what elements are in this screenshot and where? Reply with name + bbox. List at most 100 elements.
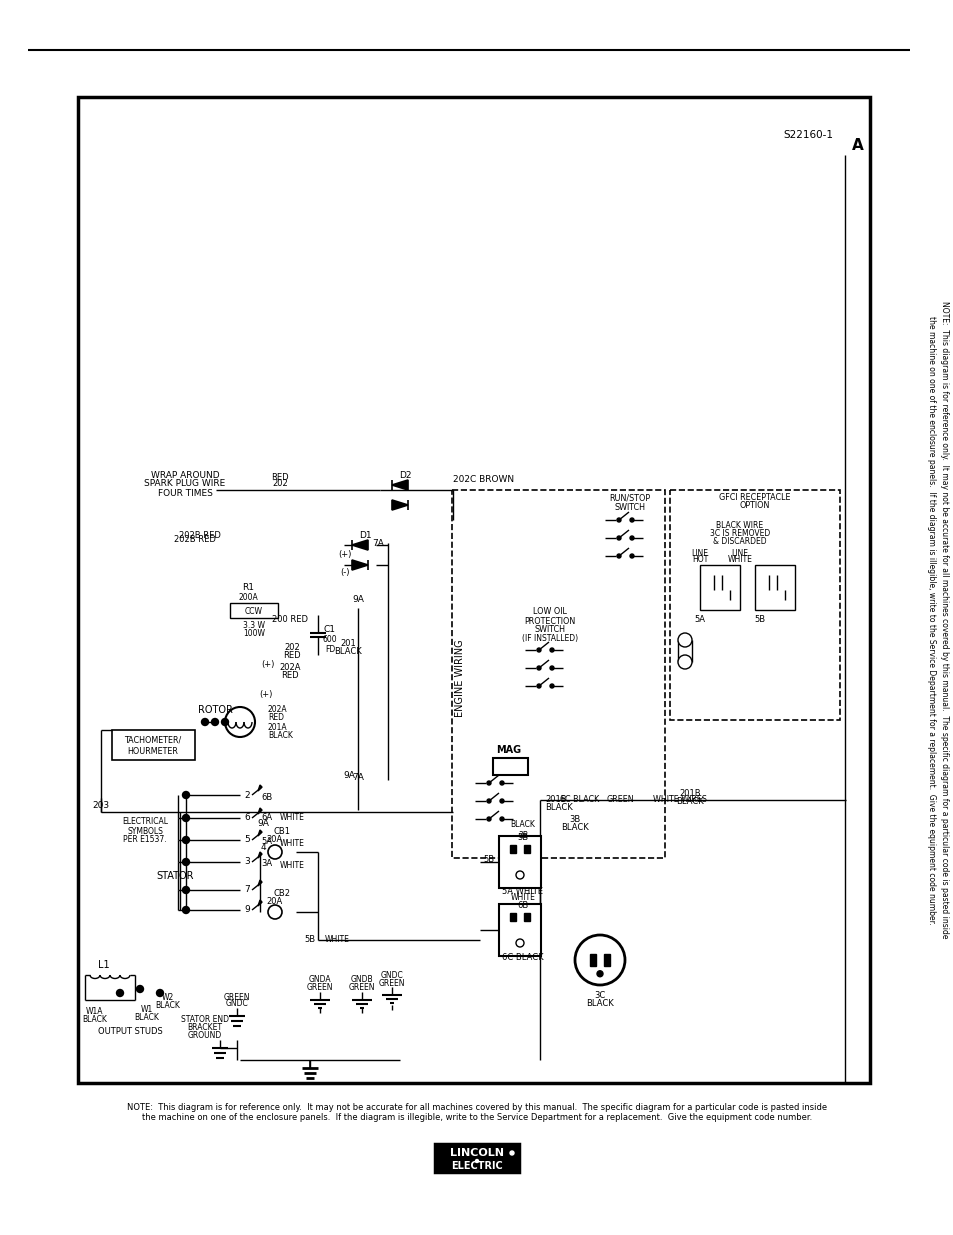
- Bar: [523, 845, 530, 853]
- Text: LINCOLN: LINCOLN: [450, 1149, 503, 1158]
- Text: BLACK: BLACK: [83, 1015, 108, 1025]
- Text: GROUND: GROUND: [188, 1031, 222, 1041]
- Text: 6C BLACK: 6C BLACK: [559, 795, 599, 804]
- Text: CB2: CB2: [274, 888, 291, 898]
- Circle shape: [617, 536, 620, 540]
- Circle shape: [212, 719, 218, 725]
- Text: & DISCARDED: & DISCARDED: [713, 537, 766, 547]
- Circle shape: [156, 989, 163, 997]
- Text: FOUR TIMES: FOUR TIMES: [157, 489, 213, 498]
- Text: CCW: CCW: [245, 606, 263, 615]
- Text: STATOR END: STATOR END: [181, 1015, 229, 1025]
- Text: 6: 6: [244, 814, 250, 823]
- Circle shape: [678, 655, 691, 669]
- Text: 202B RED: 202B RED: [173, 536, 215, 545]
- Circle shape: [617, 555, 620, 558]
- Text: 202A: 202A: [268, 705, 287, 715]
- Text: BLACK WIRE: BLACK WIRE: [716, 521, 762, 531]
- Text: BLACK: BLACK: [560, 824, 588, 832]
- Text: (+): (+): [259, 690, 273, 699]
- Circle shape: [499, 818, 503, 821]
- Text: WHITE: WHITE: [280, 814, 305, 823]
- Text: HOURMETER: HOURMETER: [128, 747, 178, 757]
- Text: WHITE: WHITE: [280, 861, 305, 869]
- Circle shape: [268, 845, 282, 860]
- Text: 9A: 9A: [352, 595, 363, 604]
- Text: 3C: 3C: [594, 990, 605, 999]
- Text: 5B: 5B: [304, 935, 315, 945]
- Text: 9A: 9A: [343, 772, 355, 781]
- Circle shape: [225, 706, 254, 737]
- Circle shape: [516, 939, 523, 947]
- Circle shape: [550, 684, 554, 688]
- Circle shape: [678, 634, 691, 647]
- Text: 3C IS REMOVED: 3C IS REMOVED: [709, 530, 769, 538]
- Polygon shape: [257, 900, 262, 906]
- Text: S22160-1: S22160-1: [782, 130, 832, 140]
- Text: 202: 202: [272, 479, 288, 489]
- Text: NOTE:  This diagram is for reference only.  It may not be accurate for all machi: NOTE: This diagram is for reference only…: [939, 301, 947, 939]
- Circle shape: [182, 815, 190, 821]
- Text: 3: 3: [244, 857, 250, 867]
- Text: (+): (+): [338, 551, 352, 559]
- Text: BLACK: BLACK: [334, 646, 361, 656]
- Circle shape: [182, 836, 190, 844]
- Circle shape: [550, 666, 554, 671]
- Bar: [669, 490, 840, 720]
- Bar: [435, 1144, 518, 1172]
- Bar: [498, 904, 540, 956]
- Text: 20A: 20A: [267, 898, 283, 906]
- Text: FD: FD: [325, 646, 335, 655]
- Text: (IF INSTALLED): (IF INSTALLED): [521, 635, 578, 643]
- Text: SPARK PLUG WIRE: SPARK PLUG WIRE: [144, 479, 226, 489]
- Text: MAG: MAG: [496, 745, 521, 755]
- Circle shape: [516, 871, 523, 879]
- Text: 600: 600: [322, 636, 337, 645]
- Text: 7: 7: [244, 885, 250, 894]
- Text: RUN/STOP: RUN/STOP: [609, 494, 650, 503]
- Bar: [603, 953, 609, 966]
- Text: L1: L1: [98, 960, 110, 969]
- Polygon shape: [392, 500, 408, 510]
- Bar: [510, 845, 516, 853]
- Text: PER E1537.: PER E1537.: [123, 836, 167, 845]
- Polygon shape: [257, 785, 262, 790]
- Text: PROTECTION: PROTECTION: [524, 616, 575, 625]
- Text: TACHOMETER/: TACHOMETER/: [124, 736, 181, 745]
- Circle shape: [510, 1151, 514, 1155]
- Text: 7A: 7A: [372, 538, 383, 547]
- Text: SWITCH: SWITCH: [534, 625, 565, 635]
- Text: WHITE: WHITE: [510, 893, 535, 903]
- Text: ENGINE WIRING: ENGINE WIRING: [455, 640, 464, 716]
- Text: ELECTRIC: ELECTRIC: [451, 1161, 502, 1171]
- Circle shape: [629, 517, 634, 522]
- Text: SWITCH: SWITCH: [614, 503, 645, 511]
- Bar: [112, 730, 194, 760]
- Text: 5B: 5B: [754, 615, 764, 625]
- Polygon shape: [257, 808, 262, 814]
- Text: GREEN: GREEN: [605, 795, 633, 804]
- Bar: [498, 836, 540, 888]
- Text: W1A: W1A: [86, 1008, 104, 1016]
- Circle shape: [597, 971, 602, 977]
- Circle shape: [182, 906, 190, 914]
- Text: 7A: 7A: [352, 773, 363, 782]
- Text: D1: D1: [358, 531, 371, 540]
- Text: BLACK: BLACK: [155, 1000, 180, 1009]
- Text: NOTE:  This diagram is for reference only.  It may not be accurate for all machi: NOTE: This diagram is for reference only…: [127, 1103, 826, 1112]
- Text: GNDB: GNDB: [351, 976, 373, 984]
- Circle shape: [182, 858, 190, 866]
- Text: A: A: [851, 137, 863, 152]
- Polygon shape: [352, 540, 368, 550]
- Text: GNDC: GNDC: [380, 971, 403, 979]
- Bar: [523, 913, 530, 921]
- Bar: [78, 98, 869, 1083]
- Text: OPTION: OPTION: [739, 501, 769, 510]
- Text: 6B: 6B: [517, 900, 528, 909]
- Text: WHITE: WHITE: [325, 935, 350, 945]
- Circle shape: [486, 818, 491, 821]
- Circle shape: [537, 648, 540, 652]
- Text: GREEN: GREEN: [307, 983, 333, 993]
- Text: RED: RED: [271, 473, 289, 482]
- Circle shape: [550, 648, 554, 652]
